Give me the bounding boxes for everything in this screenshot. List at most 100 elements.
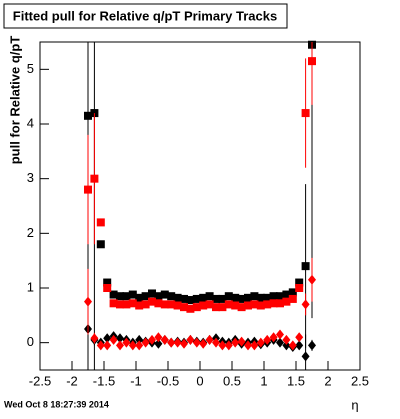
diamond-marker [173,337,182,348]
square-marker [160,290,169,299]
square-marker [135,293,144,302]
square-marker [180,303,188,312]
y-tick-label: 3 [27,170,34,185]
square-marker [256,293,265,302]
square-marker [205,300,214,309]
title-box [3,3,288,29]
square-marker [186,296,195,305]
diamond-marker [295,340,304,351]
square-marker [263,293,272,302]
square-marker [218,294,227,303]
square-marker [90,174,99,183]
square-marker [199,301,208,310]
diamond-marker [256,337,265,348]
square-marker [180,294,188,303]
diamond-marker [84,296,92,307]
square-marker [103,284,112,292]
y-tick-label: 5 [27,61,34,76]
diamond-marker [218,340,227,351]
square-marker [288,288,297,297]
square-marker [122,300,131,309]
x-tick-label: 0 [196,373,203,388]
square-marker [224,300,233,309]
square-marker [160,300,169,309]
x-tick-label: 1 [260,373,267,388]
x-tick-label: -1.5 [93,373,115,388]
x-tick-label: -2 [66,373,78,388]
square-marker [212,294,220,303]
square-marker [148,297,156,306]
square-marker [269,299,278,308]
square-marker [135,301,144,310]
square-marker [244,301,252,310]
square-marker [231,301,240,310]
diamond-marker [141,337,150,348]
x-tick-label: -2.5 [29,373,51,388]
square-marker [141,292,150,301]
x-tick-label: 0.5 [223,373,241,388]
diamond-marker [282,340,291,351]
square-marker [109,299,118,308]
square-marker [237,294,246,303]
square-marker [276,292,284,301]
diamond-marker [301,351,310,362]
diamond-marker [160,334,169,345]
diamond-marker [288,340,297,351]
square-marker [167,292,176,301]
square-marker [128,290,137,299]
diamond-marker [205,334,214,345]
diamond-marker [212,337,220,348]
diamond-marker [308,340,316,351]
diamond-marker [192,337,201,348]
square-marker [96,240,105,249]
diamond-marker [90,333,99,344]
square-marker [205,292,214,301]
diamond-marker [301,299,310,310]
diamond-marker [96,340,105,351]
diamond-marker [269,332,278,343]
square-marker [237,303,246,312]
square-marker [84,111,92,120]
square-marker [282,297,291,306]
diamond-marker [135,334,144,345]
square-marker [282,290,291,299]
diamond-marker [135,340,144,351]
square-marker [269,292,278,301]
diamond-marker [128,340,137,351]
square-marker [263,300,272,309]
diamond-marker [244,340,252,351]
square-marker [244,293,252,302]
diamond-marker [276,337,284,348]
square-marker [288,294,297,303]
diamond-marker [148,334,156,345]
y-tick-label: 2 [27,225,34,240]
square-marker [250,292,259,301]
y-tick-label: 1 [27,279,34,294]
diamond-marker [154,338,163,349]
x-tick-label: 1.5 [287,373,305,388]
y-tick-label: 0 [27,334,34,349]
square-marker [212,303,220,312]
diamond-marker [308,274,316,285]
diamond-marker [282,334,291,345]
square-marker [128,299,137,308]
square-marker [148,289,156,298]
square-marker [295,278,304,287]
diamond-marker [103,340,112,351]
square-marker [154,292,163,301]
diamond-marker [276,329,284,340]
y-axis-label: pull for Relative q/pT [7,36,22,165]
diamond-marker [237,336,246,347]
diamond-marker [263,334,272,345]
square-marker [218,303,227,312]
diamond-marker [199,338,208,349]
x-axis-label: η [351,397,358,412]
square-marker [199,293,208,302]
square-marker [301,109,310,118]
square-marker [250,300,259,309]
square-marker [192,303,201,312]
square-marker [276,299,284,308]
square-marker [116,292,124,301]
x-tick-label: 2 [324,373,331,388]
